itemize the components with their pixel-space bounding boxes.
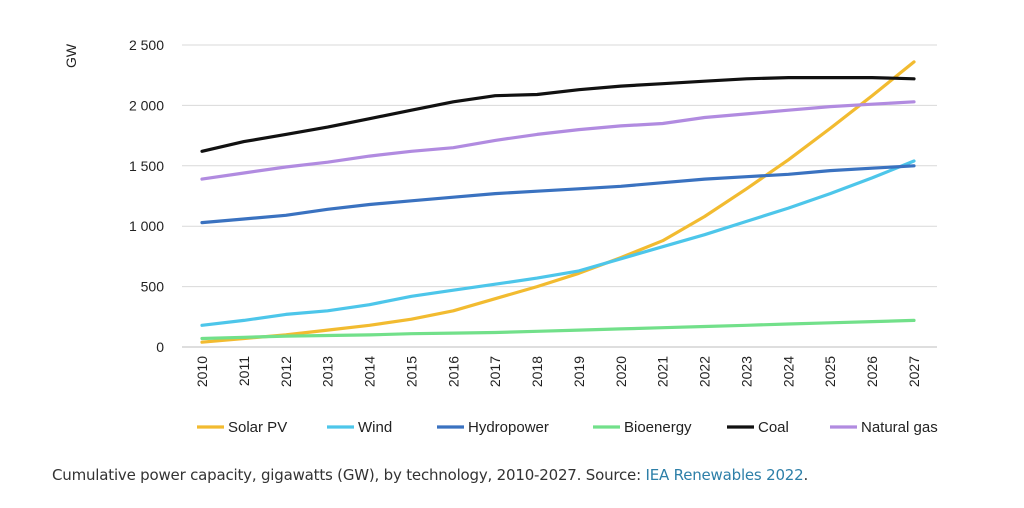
series-line-hydropower	[200, 164, 916, 225]
series-line-natural-gas	[200, 100, 916, 181]
legend-label: Solar PV	[228, 419, 287, 436]
x-tick-label: 2024	[780, 356, 796, 387]
x-tick-label: 2019	[571, 356, 587, 387]
x-tick-label: 2025	[822, 356, 838, 387]
y-axis-label: GW	[63, 43, 79, 68]
x-tick-label: 2016	[445, 356, 461, 387]
x-tick-label: 2014	[362, 356, 378, 387]
x-tick-label: 2011	[236, 356, 252, 386]
legend-label: Hydropower	[468, 419, 549, 436]
y-tick-label: 2 000	[129, 97, 164, 113]
x-tick-label: 2022	[697, 356, 713, 387]
x-tick-label: 2010	[194, 356, 210, 387]
x-tick-label: 2012	[278, 356, 294, 387]
x-tick-label: 2018	[529, 356, 545, 387]
y-tick-label: 1 500	[129, 158, 164, 174]
x-tick-label: 2020	[613, 356, 629, 387]
legend-label: Bioenergy	[624, 419, 692, 436]
legend-label: Natural gas	[861, 419, 938, 436]
x-tick-label: 2013	[320, 356, 336, 387]
source-link[interactable]: IEA Renewables 2022	[645, 466, 804, 484]
caption-text: Cumulative power capacity, gigawatts (GW…	[52, 466, 646, 484]
series-line-wind	[200, 159, 916, 327]
x-tick-label: 2017	[487, 356, 503, 387]
chart-caption: Cumulative power capacity, gigawatts (GW…	[52, 466, 808, 484]
series-line-solar-pv	[200, 60, 916, 344]
caption-end: .	[803, 466, 809, 484]
x-tick-label: 2015	[403, 356, 419, 387]
y-tick-label: 500	[141, 279, 165, 295]
legend-label: Wind	[358, 419, 392, 436]
y-tick-label: 2 500	[129, 37, 164, 53]
y-tick-label: 0	[156, 339, 164, 355]
series-line-bioenergy	[200, 318, 916, 341]
legend-label: Coal	[758, 419, 789, 436]
line-chart: 0 500 1 000 1 500 2 000 2 500 GW 2010 2011 2012 20…	[63, 37, 938, 436]
series-line-coal	[200, 75, 916, 153]
x-tick-label: 2021	[655, 356, 671, 387]
x-tick-label: 2026	[864, 356, 880, 387]
y-tick-label: 1 000	[129, 218, 164, 234]
x-tick-label: 2023	[738, 356, 754, 387]
x-tick-label: 2027	[906, 356, 922, 387]
